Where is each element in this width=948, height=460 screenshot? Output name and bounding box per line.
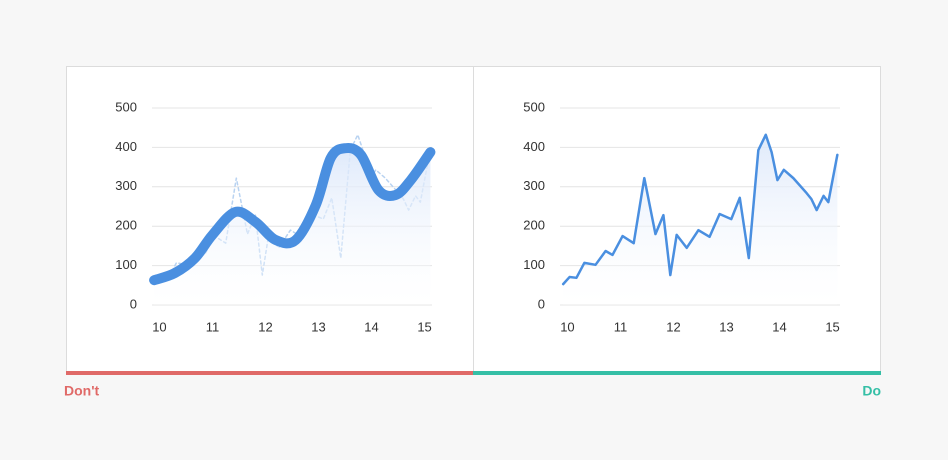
y-tick-label: 400 xyxy=(115,139,137,154)
y-tick-label: 500 xyxy=(115,99,137,114)
x-tick-label: 13 xyxy=(719,319,733,334)
area-fill xyxy=(154,148,431,305)
x-tick-label: 12 xyxy=(666,319,680,334)
caption: Do xyxy=(862,383,881,399)
x-tick-label: 14 xyxy=(772,319,786,334)
x-tick-label: 10 xyxy=(152,319,166,334)
caption-bar xyxy=(66,371,473,375)
x-tick-label: 11 xyxy=(614,319,628,334)
x-tick-label: 15 xyxy=(825,319,839,334)
data-line xyxy=(561,133,839,286)
y-tick-label: 100 xyxy=(523,257,545,272)
x-tick-label: 12 xyxy=(258,319,272,334)
x-tick-label: 14 xyxy=(364,319,378,334)
y-tick-label: 400 xyxy=(523,139,545,154)
x-tick-label: 15 xyxy=(417,319,431,334)
caption-bar xyxy=(473,371,881,375)
caption: Don't xyxy=(64,383,100,399)
y-tick-label: 500 xyxy=(523,99,545,114)
x-tick-label: 13 xyxy=(311,319,325,334)
data-line xyxy=(149,143,436,286)
x-tick-label: 10 xyxy=(560,319,574,334)
y-tick-label: 0 xyxy=(538,296,545,311)
y-tick-label: 100 xyxy=(115,257,137,272)
y-tick-label: 200 xyxy=(523,218,545,233)
area-fill xyxy=(563,134,838,305)
x-tick-label: 11 xyxy=(206,319,220,334)
y-tick-label: 200 xyxy=(115,218,137,233)
y-tick-label: 300 xyxy=(523,178,545,193)
y-tick-label: 0 xyxy=(130,296,137,311)
y-tick-label: 300 xyxy=(115,178,137,193)
